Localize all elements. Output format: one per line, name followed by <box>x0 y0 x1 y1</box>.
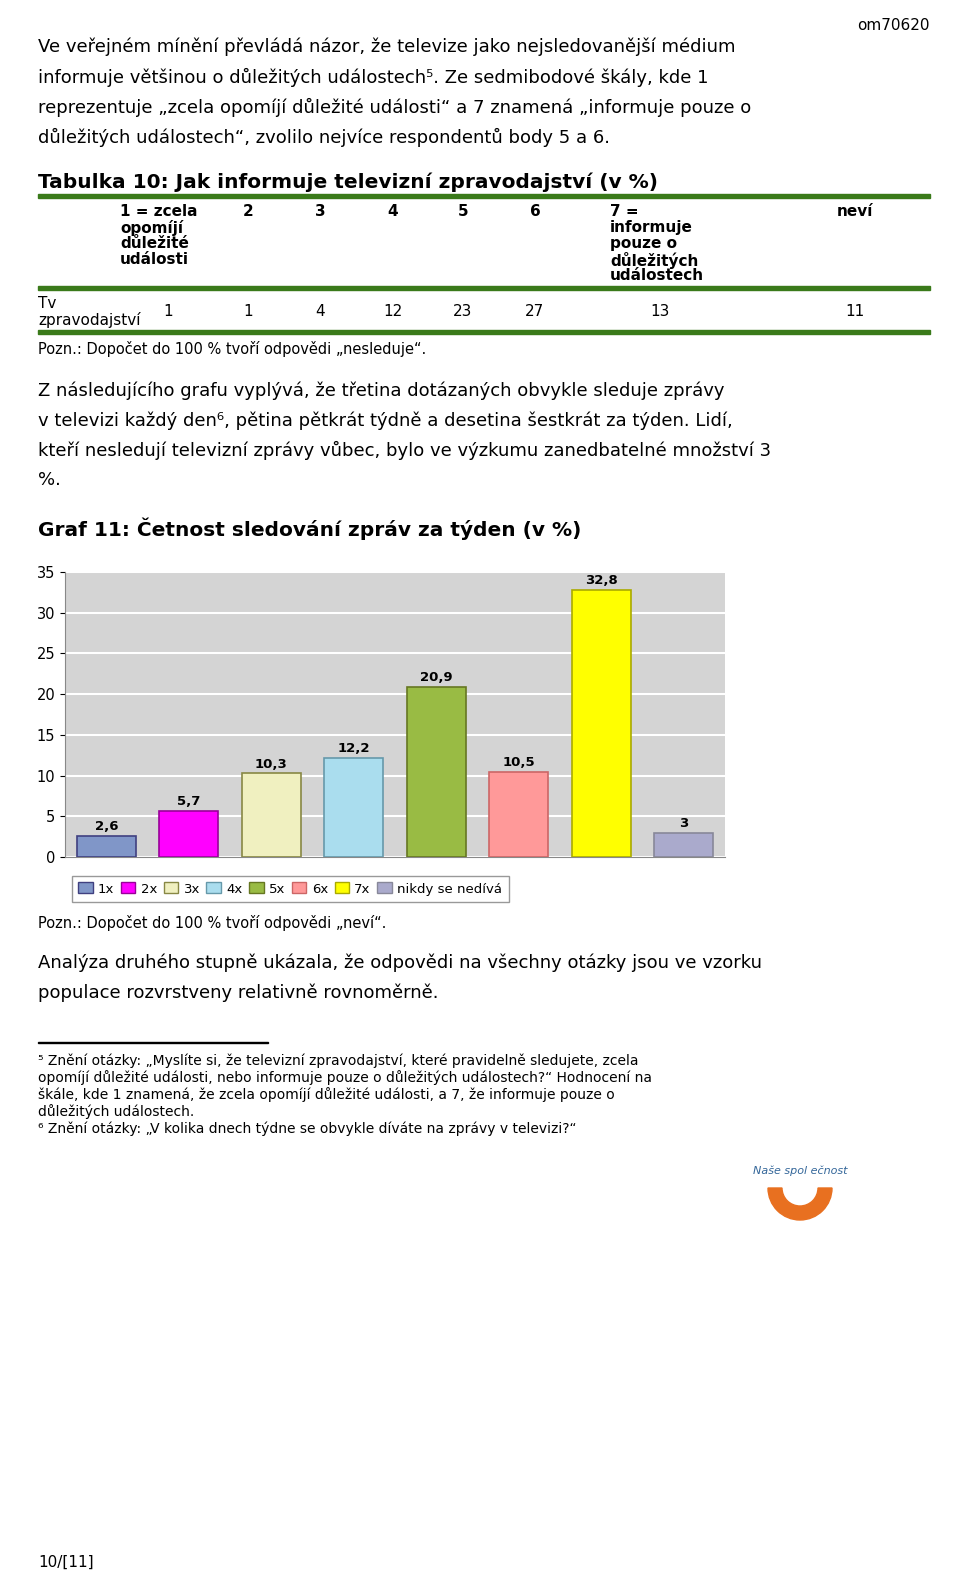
Bar <box>242 773 300 856</box>
Text: opomíjí: opomíjí <box>120 221 183 237</box>
Text: 20,9: 20,9 <box>420 672 452 684</box>
Text: škále, kde 1 znamená, že zcela opomíjí důležité události, a 7, že informuje pouz: škále, kde 1 znamená, že zcela opomíjí d… <box>38 1087 614 1102</box>
Text: 7 =: 7 = <box>610 203 638 219</box>
Text: 6: 6 <box>530 203 540 219</box>
Text: kteří nesledují televizní zprávy vůbec, bylo ve výzkumu zanedbatelné množství 3: kteří nesledují televizní zprávy vůbec, … <box>38 442 771 460</box>
Text: události: události <box>120 252 189 267</box>
Text: 32,8: 32,8 <box>585 574 617 588</box>
Text: pouze o: pouze o <box>610 237 677 251</box>
Text: reprezentuje „zcela opomíjí důležité události“ a 7 znamená „informuje pouze o: reprezentuje „zcela opomíjí důležité udá… <box>38 98 752 117</box>
Legend: 1x, 2x, 3x, 4x, 5x, 6x, 7x, nikdy se nedívá: 1x, 2x, 3x, 4x, 5x, 6x, 7x, nikdy se ned… <box>72 875 509 902</box>
Bar <box>77 836 136 856</box>
Text: Pozn.: Dopočet do 100 % tvoří odpovědi „nesleduje“.: Pozn.: Dopočet do 100 % tvoří odpovědi „… <box>38 341 426 356</box>
Text: 27: 27 <box>525 304 544 319</box>
Text: informuje většinou o důležitých událostech⁵. Ze sedmibodové škály, kde 1: informuje většinou o důležitých událoste… <box>38 68 708 87</box>
Text: populace rozvrstveny relativně rovnoměrně.: populace rozvrstveny relativně rovnoměrn… <box>38 982 439 1001</box>
Text: ⁶ Znění otázky: „V kolika dnech týdne se obvykle díváte na zprávy v televizi?“: ⁶ Znění otázky: „V kolika dnech týdne se… <box>38 1121 577 1135</box>
Text: zpravodajství: zpravodajství <box>38 312 140 328</box>
Text: 11: 11 <box>846 304 865 319</box>
Text: ⁵ Znění otázky: „Myslíte si, že televizní zpravodajství, které pravidelně sleduj: ⁵ Znění otázky: „Myslíte si, že televizn… <box>38 1053 638 1068</box>
Bar <box>571 590 631 856</box>
Bar <box>324 757 383 856</box>
Wedge shape <box>768 1187 832 1221</box>
Text: informuje: informuje <box>610 221 693 235</box>
Bar <box>38 330 930 334</box>
Text: Analýza druhého stupně ukázala, že odpovědi na všechny otázky jsou ve vzorku: Analýza druhého stupně ukázala, že odpov… <box>38 953 762 971</box>
Text: 10/[11]: 10/[11] <box>38 1555 94 1571</box>
Bar <box>159 811 219 856</box>
Text: 4: 4 <box>315 304 324 319</box>
Text: 1: 1 <box>243 304 252 319</box>
Text: důležitých událostech.: důležitých událostech. <box>38 1104 194 1120</box>
Text: událostech: událostech <box>610 268 704 282</box>
Text: 10,5: 10,5 <box>502 755 535 770</box>
Text: %.: %. <box>38 472 60 489</box>
Text: opomíjí důležité události, nebo informuje pouze o důležitých událostech?“ Hodnoc: opomíjí důležité události, nebo informuj… <box>38 1071 652 1085</box>
Text: 2: 2 <box>243 203 253 219</box>
Text: 12: 12 <box>383 304 402 319</box>
Text: Ve veřejném mínění převládá názor, že televize jako nejsledovanější médium: Ve veřejném mínění převládá názor, že te… <box>38 38 735 57</box>
Text: v televizi každý den⁶, pětina pětkrát týdně a desetina šestkrát za týden. Lidí,: v televizi každý den⁶, pětina pětkrát tý… <box>38 412 732 429</box>
Text: neví: neví <box>837 203 874 219</box>
Text: 4: 4 <box>388 203 398 219</box>
Text: Tabulka 10: Jak informuje televizní zpravodajství (v %): Tabulka 10: Jak informuje televizní zpra… <box>38 172 658 191</box>
Text: om70620: om70620 <box>857 17 930 33</box>
Bar <box>489 771 548 856</box>
Text: důležitých událostech“, zvolilo nejvíce respondentů body 5 a 6.: důležitých událostech“, zvolilo nejvíce … <box>38 128 610 147</box>
Text: Graf 11: Četnost sledování zpráv za týden (v %): Graf 11: Četnost sledování zpráv za týde… <box>38 517 582 539</box>
Bar <box>38 194 930 199</box>
Text: Naše spol ečnost: Naše spol ečnost <box>753 1165 848 1176</box>
Text: důležitých: důležitých <box>610 252 698 270</box>
Text: 23: 23 <box>453 304 472 319</box>
Text: Pozn.: Dopočet do 100 % tvoří odpovědi „neví“.: Pozn.: Dopočet do 100 % tvoří odpovědi „… <box>38 915 386 930</box>
Text: 5: 5 <box>458 203 468 219</box>
Text: Tv: Tv <box>38 296 57 311</box>
Text: 2,6: 2,6 <box>94 820 118 833</box>
Bar <box>38 285 930 290</box>
Text: 10,3: 10,3 <box>254 757 288 771</box>
Bar <box>406 688 466 856</box>
Text: 12,2: 12,2 <box>338 743 370 755</box>
Text: 13: 13 <box>650 304 670 319</box>
Text: 3: 3 <box>679 817 688 830</box>
Text: důležité: důležité <box>120 237 189 251</box>
Text: 5,7: 5,7 <box>177 795 201 807</box>
Bar <box>654 833 713 856</box>
Text: 3: 3 <box>315 203 325 219</box>
Text: 1: 1 <box>163 304 173 319</box>
Text: Z následujícího grafu vyplývá, že třetina dotázaných obvykle sleduje zprávy: Z následujícího grafu vyplývá, že třetin… <box>38 382 725 399</box>
Text: 1 = zcela: 1 = zcela <box>120 203 198 219</box>
